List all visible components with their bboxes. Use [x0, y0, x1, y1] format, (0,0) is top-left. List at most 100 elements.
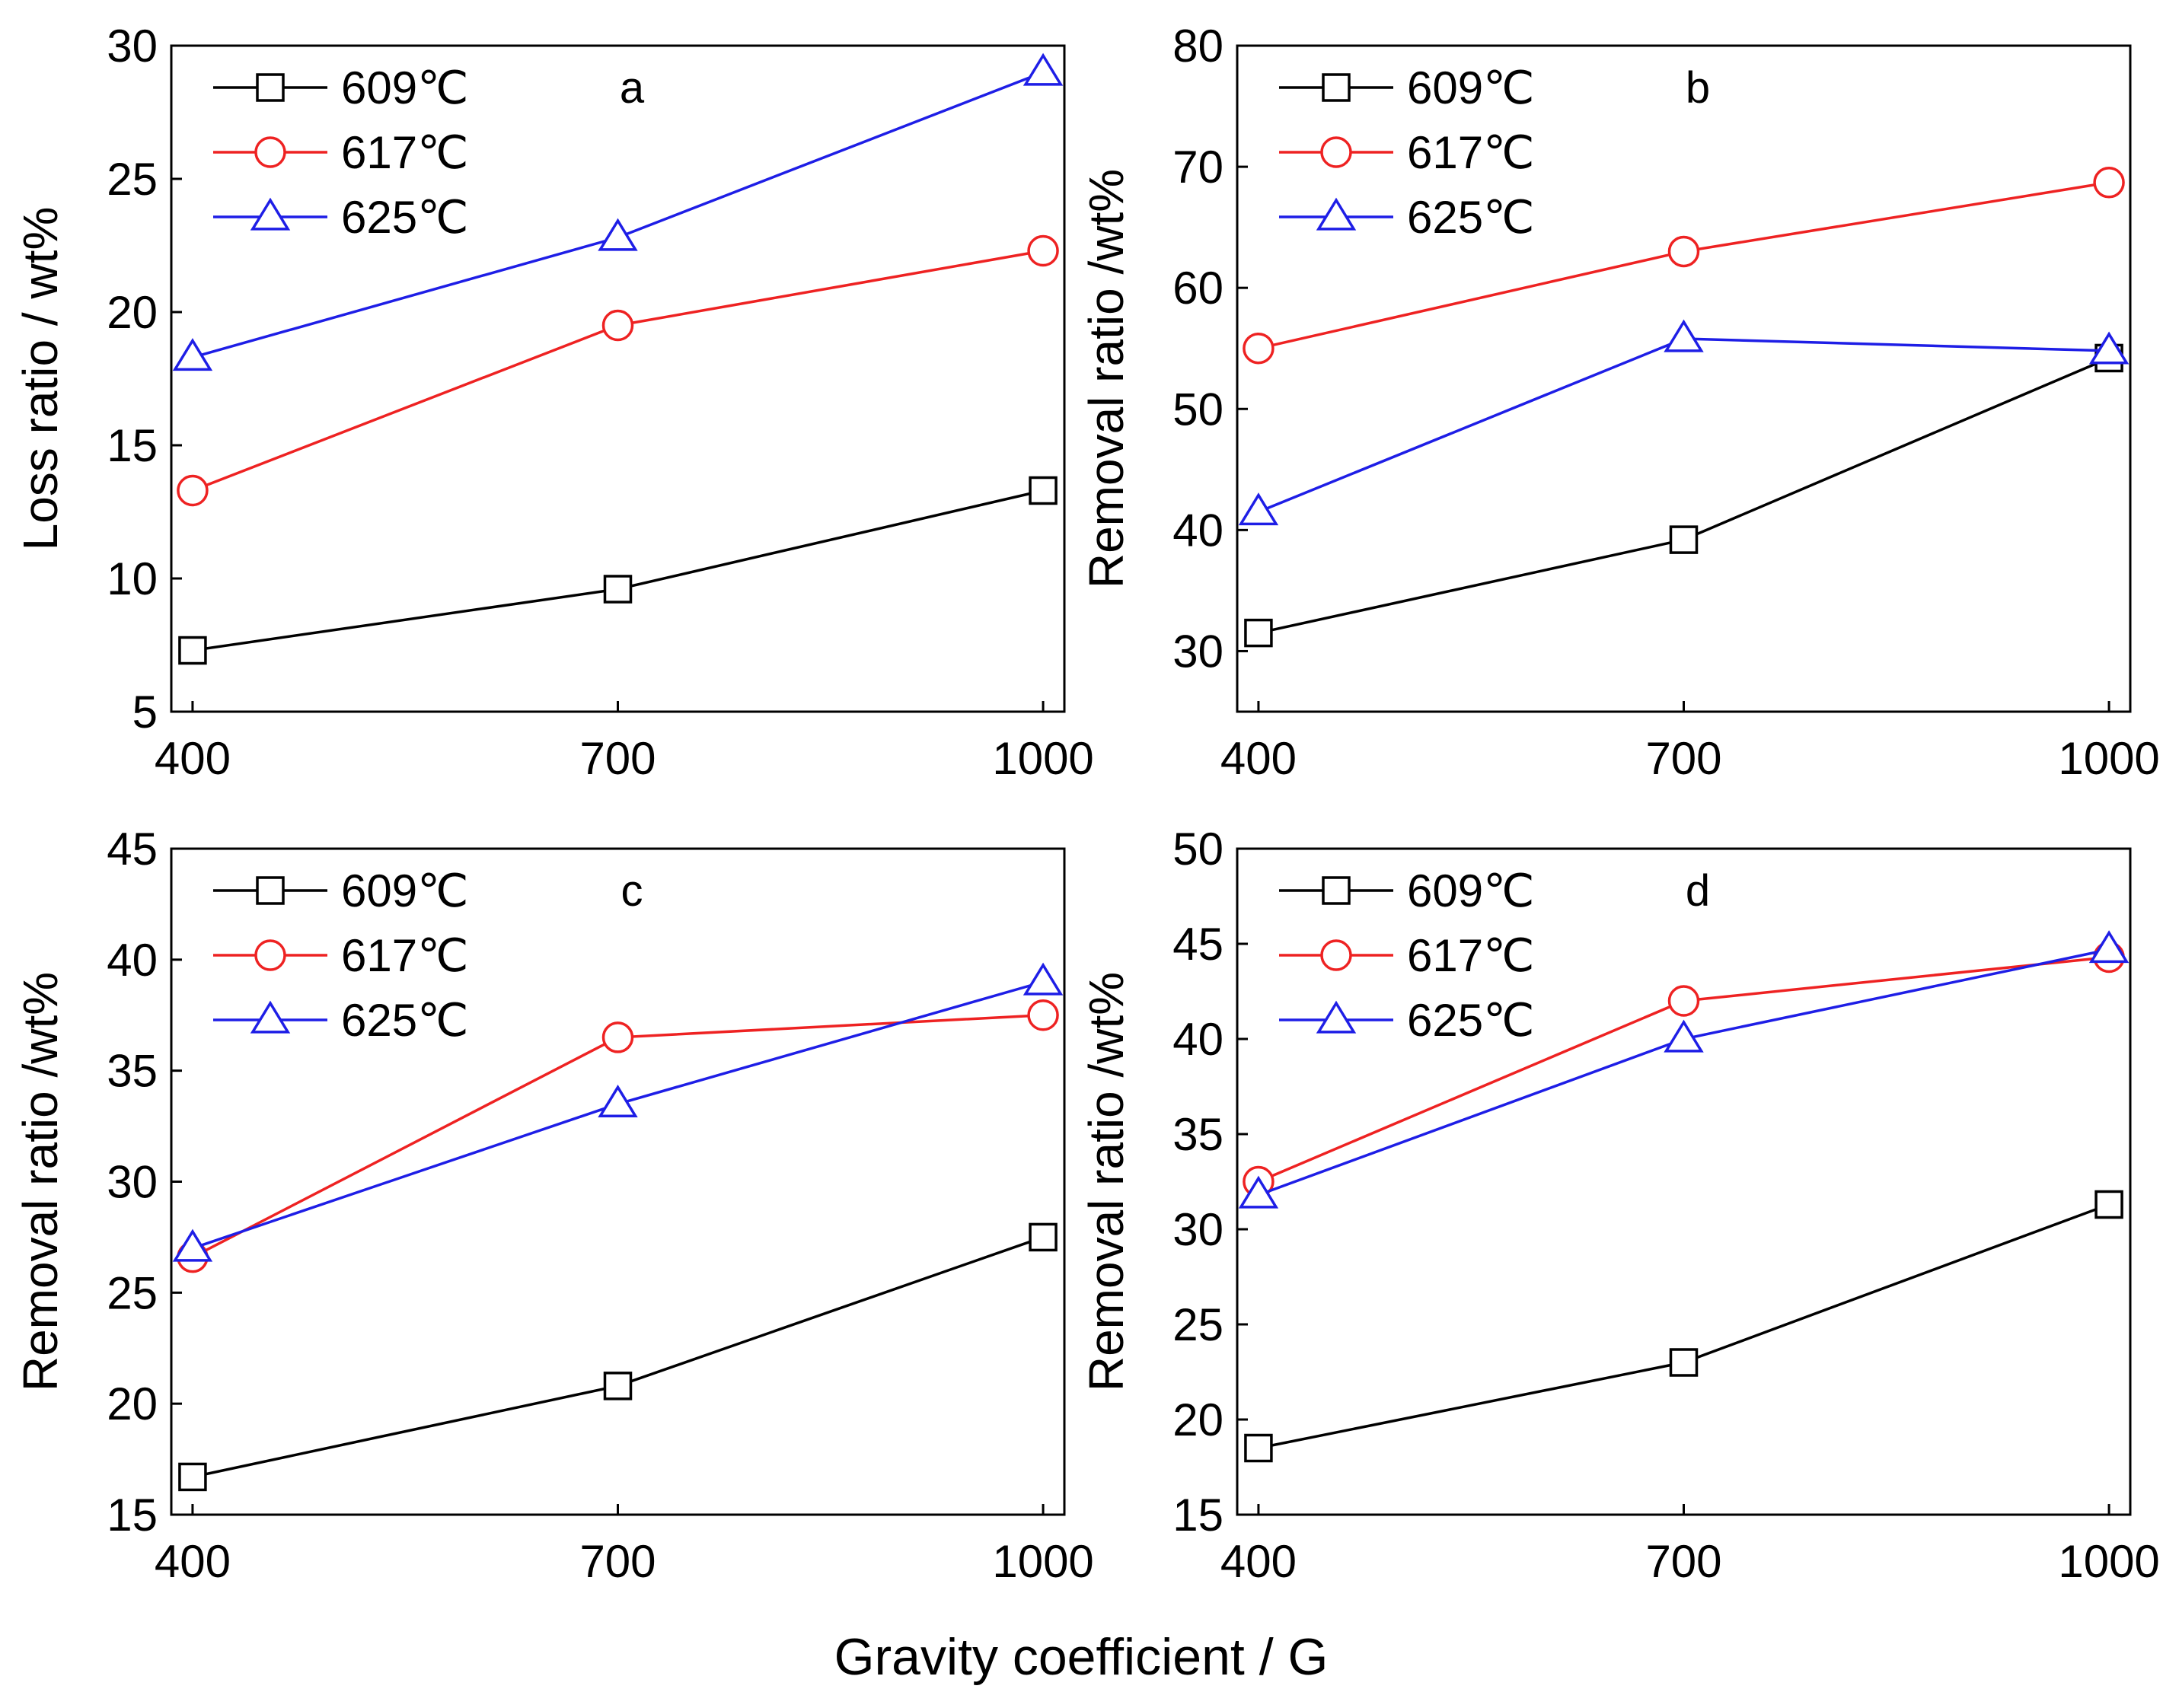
series-triangle [172, 53, 1064, 371]
y-tick-label: 30 [107, 21, 158, 72]
y-tick-label: 15 [1172, 1490, 1223, 1541]
x-tick-label: 700 [579, 733, 656, 784]
legend-item: 617℃ [213, 930, 469, 981]
panel-letter: a [620, 63, 645, 113]
x-tick-label: 700 [1645, 1536, 1721, 1587]
series-line [1258, 337, 2110, 514]
y-tick-label: 70 [1172, 142, 1223, 193]
data-point [1238, 1175, 1279, 1209]
legend-marker [250, 1000, 291, 1034]
legend-marker [1320, 136, 1352, 168]
data-point [1664, 1019, 1704, 1053]
data-point [177, 474, 209, 507]
y-tick-label: 15 [107, 1490, 158, 1541]
y-tick-label: 30 [1172, 626, 1223, 677]
data-point [603, 1372, 633, 1400]
y-tick-label: 20 [107, 287, 158, 338]
series-circle [1243, 167, 2125, 365]
chart-panel-b: 30 40 50 60 70 80 400 700 1000 Removal ratio /wt%… [1079, 21, 2160, 784]
data-point [1238, 492, 1279, 526]
data-point [601, 1021, 634, 1053]
y-tick-label: 40 [1172, 1014, 1223, 1065]
legend-marker [1322, 876, 1351, 905]
legend-label: 625℃ [341, 995, 469, 1046]
legend-item: 609℃ [1279, 865, 1535, 916]
legend-marker [1320, 939, 1352, 971]
data-point [603, 575, 633, 604]
chart-panel-c: 15 20 25 30 35 40 45 400 700 1000 Removal ratio /w… [13, 824, 1094, 1587]
y-tick-label: 40 [107, 935, 158, 986]
legend-marker [250, 197, 291, 231]
panel-letter: b [1686, 63, 1710, 113]
series-circle [177, 999, 1059, 1273]
legend-label: 625℃ [341, 192, 469, 243]
plot-frame [1236, 44, 2132, 713]
data-point [172, 1228, 213, 1262]
y-axis-title: Removal ratio /wt% [1079, 169, 1134, 588]
y-tick-label: 5 [132, 687, 158, 738]
legend-item: 617℃ [1279, 127, 1535, 178]
legend-marker [1316, 197, 1357, 231]
y-tick-label: 30 [1172, 1204, 1223, 1255]
legend-label: 609℃ [1407, 865, 1535, 916]
data-point [178, 1462, 207, 1492]
y-tick-label: 25 [107, 154, 158, 205]
y-tick-label: 25 [1172, 1299, 1223, 1350]
legend-item: 609℃ [213, 62, 469, 113]
series-line [192, 1235, 1044, 1479]
data-point [2088, 331, 2130, 365]
x-tick-label: 400 [155, 733, 231, 784]
data-point [1029, 476, 1058, 505]
x-tick-label: 1000 [2058, 1536, 2159, 1587]
y-tick-label: 45 [107, 824, 158, 875]
legend-item: 625℃ [1279, 192, 1535, 243]
legend: 609℃ 617℃ 625℃ [1279, 865, 1535, 1046]
x-tick-label: 400 [155, 1536, 231, 1587]
y-tick-label: 50 [1172, 384, 1223, 435]
legend-label: 617℃ [1407, 127, 1535, 178]
legend-label: 609℃ [1407, 62, 1535, 113]
x-tick-label: 400 [1220, 1536, 1297, 1587]
legend-label: 617℃ [1407, 930, 1535, 981]
data-point [1669, 1348, 1699, 1377]
legend-item: 625℃ [1279, 995, 1535, 1046]
data-point [178, 636, 207, 665]
plot-frame [170, 847, 1066, 1516]
series-circle [177, 234, 1059, 507]
series-triangle [172, 962, 1064, 1262]
data-point [1029, 1222, 1058, 1252]
data-point [1667, 985, 1700, 1017]
x-tick-label: 700 [1645, 733, 1721, 784]
plot-frame [170, 44, 1066, 713]
x-tick-label: 400 [1220, 733, 1297, 784]
y-tick-label: 25 [107, 1267, 158, 1318]
data-point [2088, 930, 2130, 964]
series-line [1258, 1203, 2110, 1450]
legend-label: 625℃ [1407, 192, 1535, 243]
data-point [1243, 332, 1275, 365]
series-square [178, 476, 1058, 665]
series-circle [1243, 941, 2125, 1198]
y-axis-title: Removal ratio /wt% [1079, 972, 1134, 1391]
x-tick-label: 700 [579, 1536, 656, 1587]
x-tick-label: 1000 [992, 733, 1093, 784]
legend-item: 617℃ [1279, 930, 1535, 981]
y-tick-label: 35 [107, 1046, 158, 1097]
legend: 609℃ 617℃ 625℃ [213, 865, 469, 1046]
series-triangle [1238, 930, 2130, 1209]
y-axis-title: Loss ratio / wt% [13, 207, 68, 551]
y-tick-label: 20 [1172, 1394, 1223, 1445]
data-point [1664, 319, 1704, 352]
legend-marker [1322, 73, 1351, 102]
legend-item: 609℃ [1279, 62, 1535, 113]
legend-label: 617℃ [341, 930, 469, 981]
legend-item: 625℃ [213, 995, 469, 1046]
legend-marker [254, 136, 286, 168]
y-tick-label: 30 [107, 1157, 158, 1208]
legend-item: 609℃ [213, 865, 469, 916]
data-point [1027, 999, 1059, 1031]
panel-letter: c [621, 866, 643, 916]
x-axis-title: Gravity coefficient / G [834, 1628, 1329, 1686]
x-tick-label: 1000 [2058, 733, 2159, 784]
